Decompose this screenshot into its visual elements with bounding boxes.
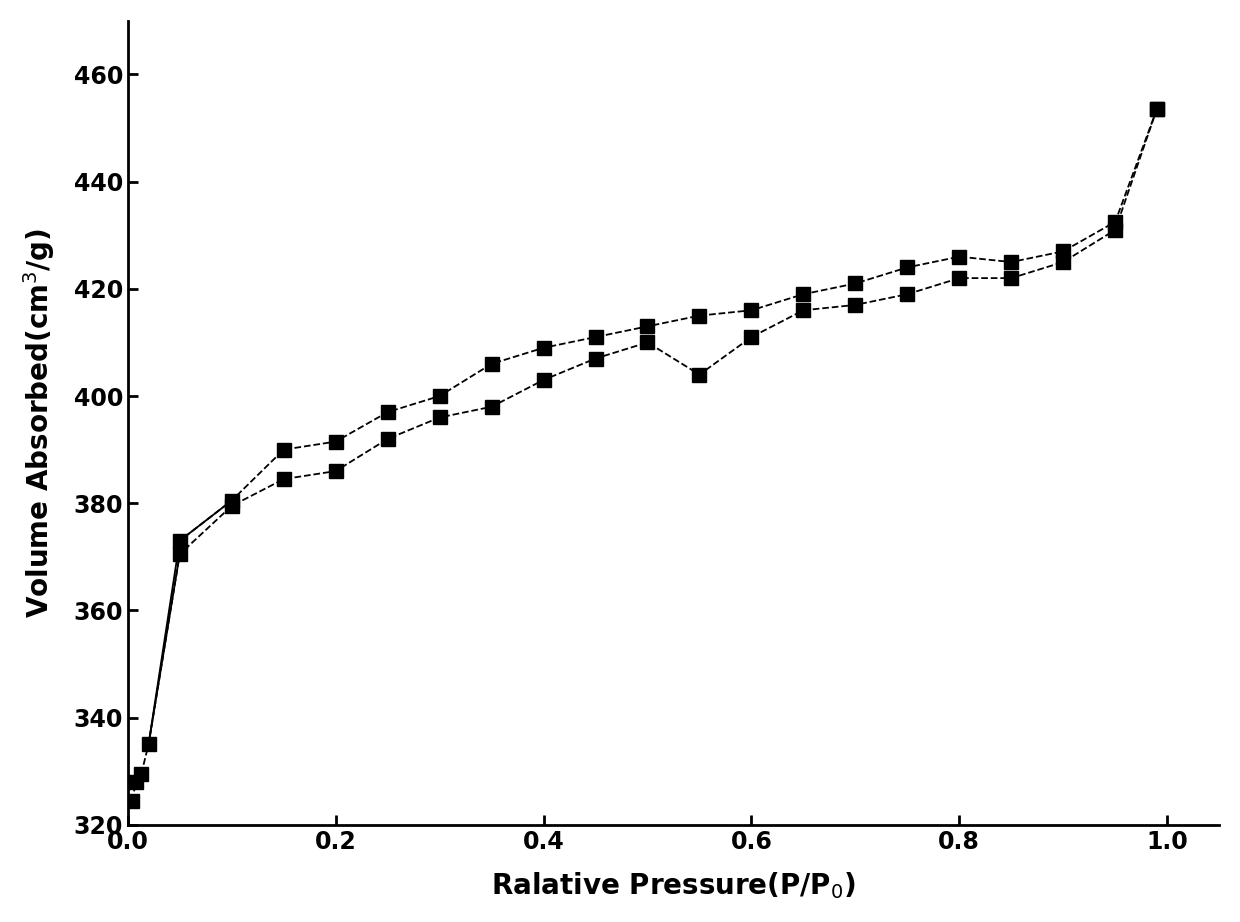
Y-axis label: Volume Absorbed(cm$^3$/g): Volume Absorbed(cm$^3$/g): [21, 228, 57, 618]
X-axis label: Ralative Pressure(P/P$_0$): Ralative Pressure(P/P$_0$): [491, 870, 856, 901]
